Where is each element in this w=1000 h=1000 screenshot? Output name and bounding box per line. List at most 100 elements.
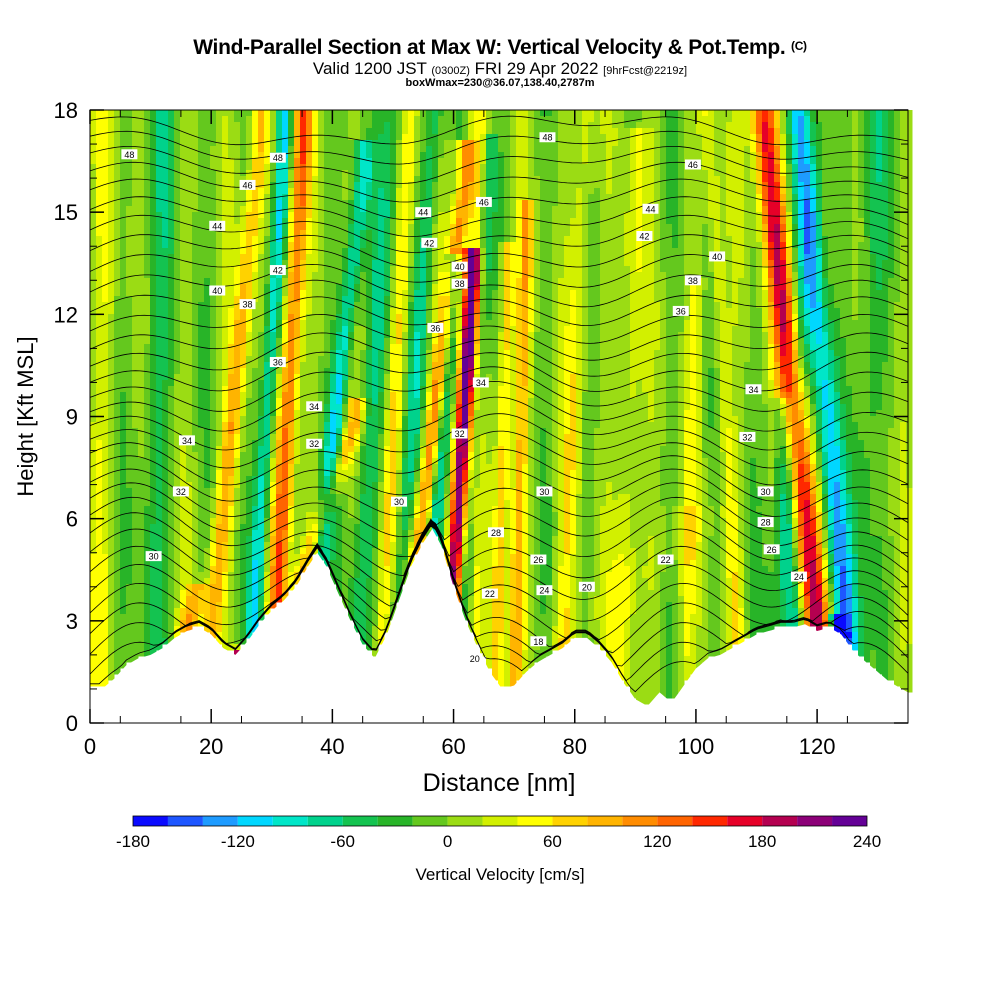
- theta-label-text: 42: [273, 266, 283, 276]
- theta-label: 20: [578, 581, 595, 592]
- theta-contour-line: [89, 249, 909, 288]
- theta-label-text: 44: [645, 204, 655, 214]
- theta-label: 24: [790, 571, 807, 582]
- theta-label-text: 34: [748, 385, 758, 395]
- subtitle-utc: (0300Z): [431, 65, 470, 77]
- theta-contour-line: [89, 178, 909, 221]
- y-tick-label: 6: [66, 507, 78, 532]
- x-tick-label: 0: [84, 734, 96, 759]
- subtitle-date: FRI 29 Apr 2022: [474, 59, 599, 78]
- theta-label-text: 32: [742, 432, 752, 442]
- theta-label-text: 32: [176, 487, 186, 497]
- theta-label-text: 34: [182, 436, 192, 446]
- colorbar-swatch: [692, 816, 728, 826]
- colorbar-swatch: [482, 816, 518, 826]
- colorbar-swatch: [797, 816, 833, 826]
- theta-label-text: 40: [455, 262, 465, 272]
- theta-label-text: 20: [582, 582, 592, 592]
- theta-label: 44: [209, 220, 226, 231]
- theta-label-text: 40: [212, 286, 222, 296]
- subtitle-valid: Valid 1200 JST: [312, 59, 427, 78]
- theta-label: 44: [642, 203, 659, 214]
- theta-label: 46: [684, 159, 701, 170]
- theta-label: 44: [415, 207, 432, 218]
- theta-label: 26: [763, 544, 780, 555]
- colorbar-swatch: [832, 816, 867, 826]
- theta-label: 40: [709, 251, 726, 262]
- theta-label: 28: [757, 517, 774, 528]
- theta-label-text: 30: [761, 487, 771, 497]
- theta-label: 32: [451, 428, 468, 439]
- theta-label-text: 44: [212, 221, 222, 231]
- theta-label-text: 42: [639, 232, 649, 242]
- colorbar-swatch: [517, 816, 553, 826]
- theta-label: 32: [172, 486, 189, 497]
- colorbar-tick-label: 0: [443, 832, 452, 851]
- colorbar-swatch: [622, 816, 658, 826]
- theta-label-text: 30: [394, 497, 404, 507]
- plot-area: 48 48 46 44 42 40 38 36 34 34 32 32 30 30 44 46 42 40 38 36…: [89, 110, 913, 723]
- theta-label-text: 40: [712, 252, 722, 262]
- theta-contour-line: [89, 351, 909, 392]
- theta-label: 30: [757, 486, 774, 497]
- theta-contour-line: [89, 263, 909, 308]
- theta-label-text: 38: [243, 300, 253, 310]
- theta-label: 46: [239, 179, 256, 190]
- colorbar-tick-label: -180: [116, 832, 150, 851]
- theta-label-text: 32: [309, 439, 319, 449]
- theta-label-text: 26: [767, 545, 777, 555]
- theta-contour-line: [89, 520, 909, 594]
- chart-title: Wind-Parallel Section at Max W: Vertical…: [0, 36, 1000, 60]
- theta-label-text: 38: [688, 276, 698, 286]
- colorbar-swatch: [237, 816, 273, 826]
- theta-label-text: 28: [761, 518, 771, 528]
- theta-label: 26: [530, 554, 547, 565]
- theta-label-text: 42: [424, 238, 434, 248]
- theta-label-text: 24: [794, 572, 804, 582]
- y-tick-label: 15: [54, 200, 78, 225]
- theta-label-text: 48: [542, 133, 552, 143]
- y-axis-label: Height [Kft MSL]: [13, 336, 38, 496]
- colorbar-swatch: [307, 816, 343, 826]
- theta-label-text: 18: [533, 637, 543, 647]
- theta-label: 34: [306, 401, 323, 412]
- theta-contour-line: [89, 146, 909, 184]
- theta-label: 30: [391, 496, 408, 507]
- theta-label: 22: [657, 554, 674, 565]
- theta-label-text: 30: [539, 487, 549, 497]
- theta-label-text: 28: [491, 528, 501, 538]
- colorbar-swatch: [133, 816, 168, 826]
- theta-label-text: 34: [309, 402, 319, 412]
- vertical-velocity-field: [90, 110, 913, 705]
- theta-contour-line: [89, 279, 909, 326]
- theta-label: 42: [421, 237, 438, 248]
- theta-label: 48: [539, 132, 556, 143]
- theta-label: 38: [684, 275, 701, 286]
- theta-label: 36: [269, 357, 286, 368]
- theta-contour-line: [89, 430, 909, 486]
- theta-label: 40: [451, 261, 468, 272]
- theta-contour-line: [89, 161, 909, 203]
- theta-contour-line: [89, 130, 909, 165]
- theta-label-text: 46: [479, 197, 489, 207]
- theta-contour-line: [89, 522, 909, 622]
- theta-label-text: 24: [539, 586, 549, 596]
- theta-contour-line: [89, 196, 909, 238]
- theta-contour-line: [89, 521, 909, 607]
- theta-contour-labels: 48 48 46 44 42 40 38 36 34 34 32 32 30 30 44 46 42 40 38 36…: [121, 132, 807, 664]
- theta-contour-line: [89, 482, 909, 538]
- x-tick-label: 80: [562, 734, 586, 759]
- theta-label: 46: [475, 196, 492, 207]
- colorbar-frame: [132, 815, 868, 827]
- x-axis-label: Distance [nm]: [423, 769, 576, 797]
- theta-label-text: 46: [688, 160, 698, 170]
- theta-label: 34: [745, 384, 762, 395]
- theta-label: 28: [487, 527, 504, 538]
- theta-label-text: 32: [455, 429, 465, 439]
- theta-contour-line: [89, 522, 909, 641]
- theta-label: 36: [427, 322, 444, 333]
- theta-label-text: 48: [124, 150, 134, 160]
- theta-contour-line: [89, 381, 909, 432]
